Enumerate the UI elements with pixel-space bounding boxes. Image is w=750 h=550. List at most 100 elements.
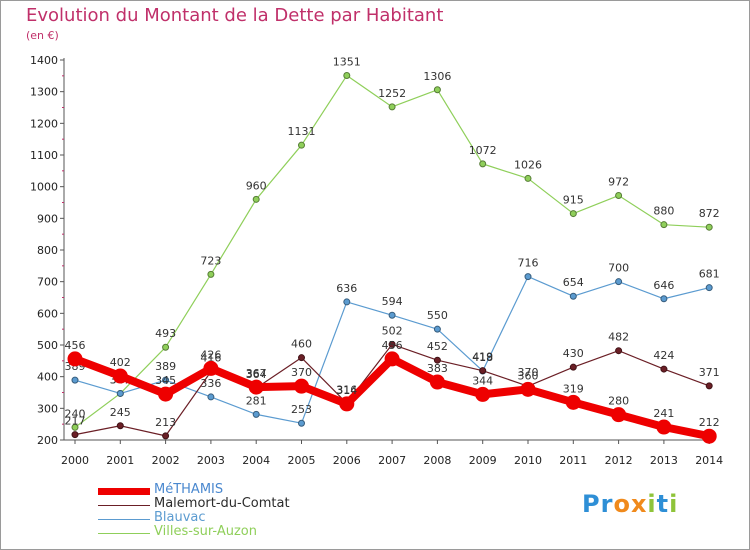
data-point (433, 356, 441, 364)
data-label: 502 (382, 324, 403, 337)
data-label: 383 (427, 362, 448, 375)
data-point (388, 311, 396, 319)
logo-letter: t (656, 490, 670, 518)
data-point (207, 270, 215, 278)
data-label: 360 (518, 369, 539, 382)
data-point (343, 72, 351, 80)
x-tick-label: 2012 (605, 454, 633, 467)
y-tick-label: 1100 (30, 149, 58, 162)
data-point (116, 389, 124, 397)
data-label: 681 (699, 268, 720, 281)
data-point (701, 428, 717, 444)
data-label: 426 (200, 348, 221, 361)
x-tick-label: 2000 (61, 454, 89, 467)
data-point (615, 278, 623, 286)
y-tick-label: 1400 (30, 54, 58, 67)
chart-unit-label: (en €) (26, 29, 59, 42)
data-label: 416 (200, 352, 221, 365)
data-point (569, 210, 577, 218)
proxiti-logo: Proxiti (582, 490, 678, 518)
x-tick-label: 2004 (242, 454, 270, 467)
data-label: 316 (336, 383, 357, 396)
y-tick-label: 800 (37, 244, 58, 257)
data-point (615, 192, 623, 200)
data-point (339, 396, 355, 412)
data-label: 456 (382, 339, 403, 352)
data-label: 213 (155, 416, 176, 429)
data-label: 402 (110, 356, 131, 369)
data-point (384, 351, 400, 367)
data-point (569, 363, 577, 371)
y-tick-label: 1000 (30, 181, 58, 194)
y-tick-label: 1200 (30, 117, 58, 130)
data-label: 344 (472, 374, 493, 387)
data-point (116, 422, 124, 430)
data-point (112, 368, 128, 384)
data-point (298, 354, 305, 362)
legend-entry: Malemort-du-Comtat (98, 496, 358, 513)
y-tick-label: 700 (37, 276, 58, 289)
data-label: 241 (653, 407, 674, 420)
x-tick-label: 2007 (378, 454, 406, 467)
x-tick-label: 2002 (152, 454, 180, 467)
data-label: 217 (65, 415, 86, 428)
data-point (433, 86, 441, 94)
logo-letter: i (669, 490, 679, 518)
data-label: 723 (200, 254, 221, 267)
data-label: 319 (563, 382, 584, 395)
legend-label: Blauvac (154, 510, 206, 525)
data-label: 1252 (378, 87, 406, 100)
data-point (520, 381, 536, 397)
data-label: 370 (291, 366, 312, 379)
logo-letter: P (582, 490, 601, 518)
data-point (660, 221, 668, 229)
data-point (660, 295, 668, 303)
legend-label: Villes-sur-Auzon (154, 524, 257, 539)
data-point (524, 273, 532, 281)
data-label: 336 (200, 377, 221, 390)
data-point (71, 423, 79, 431)
x-tick-label: 2006 (333, 454, 361, 467)
data-label: 456 (65, 339, 86, 352)
logo-letter: r (600, 490, 614, 518)
data-point (433, 325, 441, 333)
data-point (298, 419, 305, 427)
logo-letter: i (647, 490, 657, 518)
data-point (475, 386, 491, 402)
data-label: 716 (518, 257, 539, 270)
data-label: 1306 (423, 70, 451, 83)
data-point (524, 174, 532, 182)
data-label: 550 (427, 309, 448, 322)
data-point (248, 379, 264, 395)
data-point (252, 410, 260, 418)
data-label: 915 (563, 194, 584, 207)
data-point (615, 347, 623, 355)
y-tick-label: 400 (37, 371, 58, 384)
data-label: 345 (155, 374, 176, 387)
data-point (705, 284, 713, 292)
logo-letter: x (630, 490, 648, 518)
data-point (479, 367, 487, 375)
data-label: 654 (563, 276, 584, 289)
data-label: 280 (608, 395, 629, 408)
y-tick-label: 600 (37, 307, 58, 320)
data-point (388, 340, 396, 348)
x-tick-label: 2013 (650, 454, 678, 467)
data-label: 460 (291, 338, 312, 351)
x-tick-label: 2011 (559, 454, 587, 467)
data-point (294, 378, 309, 394)
logo-letter: o (613, 490, 631, 518)
data-label: 482 (608, 331, 629, 344)
data-label: 370 (518, 366, 539, 379)
line-chart: 200 300 400 500 600 700 800 900 1000 1100 1200 1300… (30, 54, 723, 467)
y-tick-label: 200 (37, 434, 58, 447)
data-label: 646 (653, 279, 674, 292)
data-label: 253 (291, 403, 312, 416)
legend-label: Malemort-du-Comtat (154, 496, 290, 511)
data-point (298, 141, 305, 149)
data-label: 1131 (288, 125, 316, 138)
data-point (162, 343, 170, 351)
data-point (705, 223, 713, 231)
x-tick-label: 2014 (695, 454, 723, 467)
x-tick-label: 2005 (288, 454, 316, 467)
